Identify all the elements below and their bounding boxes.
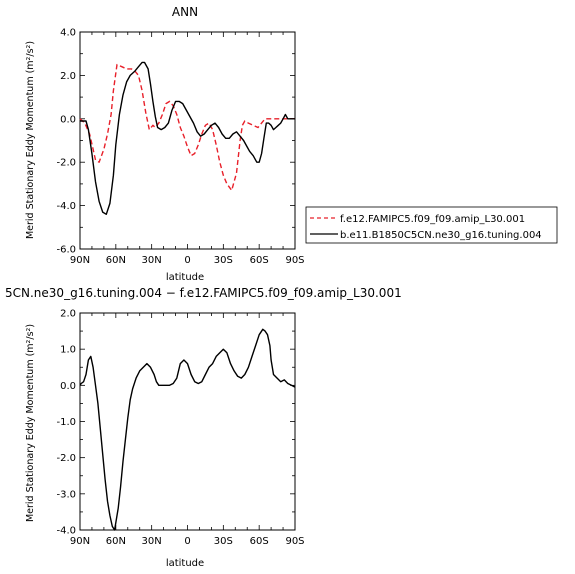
y-tick-label: -2.0: [56, 453, 76, 464]
x-tick-label: 90S: [285, 536, 304, 547]
x-tick-label: 30N: [142, 536, 162, 547]
top-panel: ANN Merid Stationary Eddy Momentum (m²/s…: [25, 5, 305, 283]
top-plot-area: 90N 60N 30N 0 30S 60S 90S -6.0 -4.0 -2.0 0.0 2.0 4.0: [56, 28, 304, 267]
top-chart-title: ANN: [172, 5, 198, 19]
legend-label-series-1: f.e12.FAMIPC5.f09_f09.amip_L30.001: [340, 214, 525, 225]
x-tick-label: 90S: [285, 255, 304, 266]
x-tick-label: 30N: [142, 255, 162, 266]
legend-box: [305, 206, 558, 244]
x-tick-label: 60S: [250, 255, 269, 266]
bottom-y-axis-label: Merid Stationary Eddy Momentum (m²/s²): [25, 324, 36, 522]
plot-frame: [79, 31, 296, 250]
y-tick-label: -1.0: [56, 417, 76, 428]
x-tick-label: 0: [184, 536, 190, 547]
x-tick-label: 60N: [106, 255, 126, 266]
top-y-axis-label: Merid Stationary Eddy Momentum (m²/s²): [25, 41, 36, 239]
y-tick-label: -4.0: [56, 526, 76, 537]
x-tick-label: 30S: [214, 536, 233, 547]
y-tick-label: -6.0: [56, 245, 76, 256]
plot-frame: [79, 312, 296, 531]
bottom-plot-area: 90N 60N 30N 0 30S 60S 90S -4.0 -3.0 -2.0 -1.0 0.0 1.…: [56, 309, 304, 548]
y-tick-label: -4.0: [56, 201, 76, 212]
x-tick-label: 90N: [70, 536, 90, 547]
series-line-2: [80, 61, 295, 215]
legend-label-series-2: b.e11.B1850C5CN.ne30_g16.tuning.004: [340, 230, 542, 241]
y-tick-label: 2.0: [60, 309, 76, 320]
top-x-axis-label: latitude: [166, 272, 204, 283]
legend: f.e12.FAMIPC5.f09_f09.amip_L30.001 b.e11…: [305, 206, 558, 244]
x-tick-label: 0: [184, 255, 190, 266]
bottom-x-axis-label: latitude: [166, 558, 204, 569]
y-tick-label: -2.0: [56, 158, 76, 169]
x-tick-label: 60N: [106, 536, 126, 547]
x-tick-label: 60S: [250, 536, 269, 547]
x-tick-label: 90N: [70, 255, 90, 266]
y-tick-label: -3.0: [56, 489, 76, 500]
series-line-1: [79, 63, 295, 192]
bottom-chart-title: 5CN.ne30_g16.tuning.004 − f.e12.FAMIPC5.…: [5, 286, 402, 300]
bottom-panel: 5CN.ne30_g16.tuning.004 − f.e12.FAMIPC5.…: [5, 286, 402, 569]
x-tick-label: 30S: [214, 255, 233, 266]
y-tick-label: 2.0: [60, 71, 76, 82]
y-tick-label: 0.0: [60, 381, 76, 392]
y-tick-label: 1.0: [60, 345, 76, 356]
series-line-1: [79, 328, 296, 531]
y-tick-label: 0.0: [60, 114, 76, 125]
y-tick-label: 4.0: [60, 28, 76, 39]
